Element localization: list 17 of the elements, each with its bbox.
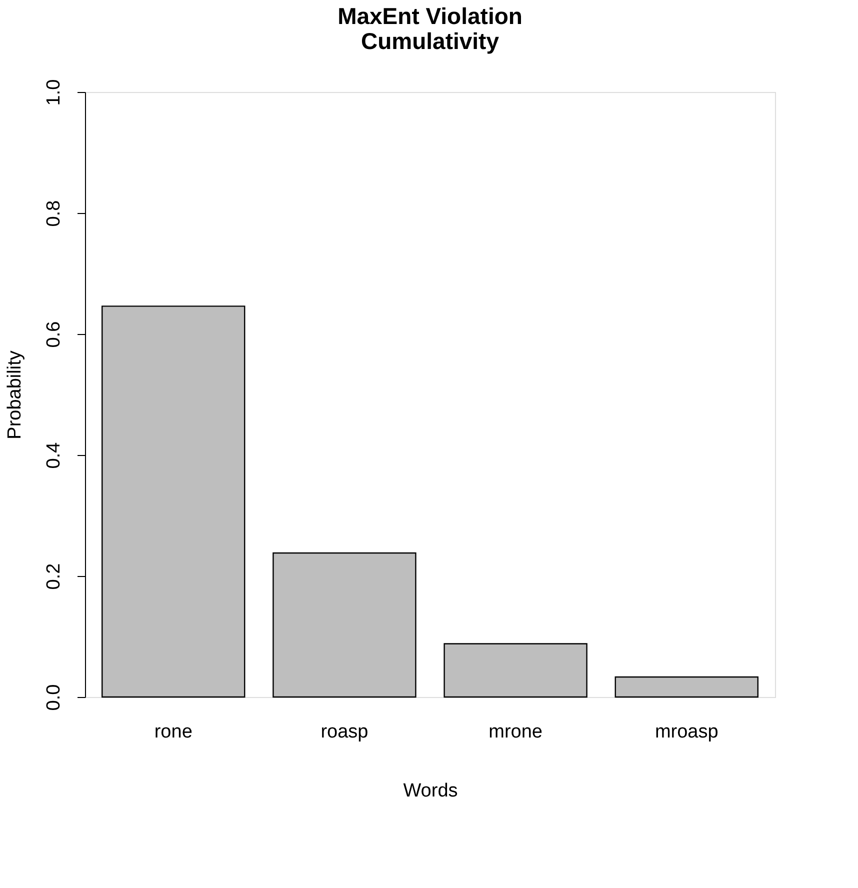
bar <box>102 306 246 698</box>
y-tick-label: 0.8 <box>44 200 64 227</box>
y-tick-label: 0.6 <box>44 321 64 348</box>
y-tick-label: 0.2 <box>44 563 64 590</box>
y-tick-label: 1.0 <box>44 79 64 106</box>
x-tick-label: roasp <box>320 722 368 742</box>
x-axis-title: Words <box>403 780 458 802</box>
y-tick-label: 0.0 <box>44 684 64 711</box>
bar <box>614 676 758 698</box>
x-tick-label: mroasp <box>654 722 718 742</box>
x-tick-label: mrone <box>488 722 542 742</box>
x-tick-label: rone <box>154 722 192 742</box>
chart-title: MaxEnt Violation Cumulativity <box>338 2 522 54</box>
bar <box>272 552 416 698</box>
y-axis-title: Probability <box>4 350 26 440</box>
y-tick-label: 0.4 <box>44 442 64 469</box>
bar <box>444 643 588 698</box>
